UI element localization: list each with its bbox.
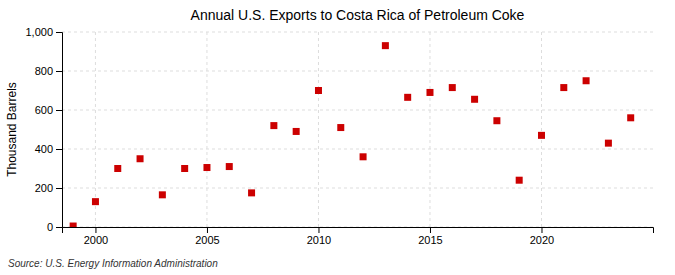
point xyxy=(360,153,367,160)
y-axis-tick: 400 xyxy=(35,143,62,155)
x-axis-tick-mark xyxy=(541,227,542,233)
x-axis-line xyxy=(63,228,654,234)
y-axis-tick-label: 0 xyxy=(47,221,53,233)
point xyxy=(137,155,144,162)
x-axis-tick: 2020 xyxy=(530,227,554,246)
grid-line xyxy=(95,32,96,227)
point xyxy=(248,189,255,196)
grid xyxy=(62,32,653,227)
plot: 2000 2005 2010 2015 2020 0 200 400 600 800 1,000 xyxy=(25,26,653,246)
point xyxy=(449,84,456,91)
y-axis-tick-label: 600 xyxy=(35,104,53,116)
y-axis-tick-label: 200 xyxy=(35,182,53,194)
source: Source: U.S. Energy Information Administ… xyxy=(8,258,218,269)
grid-line xyxy=(541,32,542,227)
y-axis-line xyxy=(56,33,63,228)
point xyxy=(114,165,121,172)
y-axis-tick-mark xyxy=(56,149,62,150)
y-axis-tick: 800 xyxy=(35,65,62,77)
y-axis-title: Thousand Barrels xyxy=(5,82,19,177)
x-axis-tick-label: 2015 xyxy=(418,234,442,246)
x-axis-tick-mark xyxy=(95,227,96,233)
point xyxy=(493,117,500,124)
point xyxy=(382,42,389,49)
point xyxy=(270,122,277,129)
x-axis-tick-label: 2020 xyxy=(530,234,554,246)
point xyxy=(337,124,344,131)
point xyxy=(181,165,188,172)
x-axis-tick-mark xyxy=(318,227,319,233)
title: Annual U.S. Exports to Costa Rica of Pet… xyxy=(191,7,525,23)
y-axis-tick-mark xyxy=(56,32,62,33)
grid-line xyxy=(62,149,653,150)
point xyxy=(70,223,77,227)
x-axis-tick: 2010 xyxy=(307,227,331,246)
x-axis-tick-mark xyxy=(207,227,208,233)
y-axis-tick-label: 1,000 xyxy=(25,26,53,38)
point xyxy=(471,96,478,103)
x-axis-tick-mark xyxy=(430,227,431,233)
x-axis-tick: 2005 xyxy=(195,227,219,246)
point xyxy=(226,163,233,170)
x-axis-tick-label: 2005 xyxy=(195,234,219,246)
y-axis: 0 200 400 600 800 1,000 xyxy=(25,26,62,233)
x-axis-tick-label: 2010 xyxy=(307,234,331,246)
grid-line xyxy=(318,32,319,227)
grid-line xyxy=(62,32,653,33)
point xyxy=(605,140,612,147)
y-axis-tick: 600 xyxy=(35,104,62,116)
point xyxy=(426,89,433,96)
y-axis-tick-mark xyxy=(56,227,62,228)
point xyxy=(560,84,567,91)
y-axis-tick: 200 xyxy=(35,182,62,194)
y-axis-tick: 0 xyxy=(47,221,62,233)
point xyxy=(293,128,300,135)
y-axis-tick-mark xyxy=(56,110,62,111)
y-axis-tick-mark xyxy=(56,188,62,189)
x-axis-tick: 2000 xyxy=(84,227,108,246)
point xyxy=(92,198,99,205)
x-axis-tick: 2015 xyxy=(418,227,442,246)
point xyxy=(404,94,411,101)
x-axis: 2000 2005 2010 2015 2020 xyxy=(63,227,654,246)
point xyxy=(203,164,210,171)
x-axis-tick-label: 2000 xyxy=(84,234,108,246)
points xyxy=(70,42,635,227)
point xyxy=(538,132,545,139)
point xyxy=(516,177,523,184)
point xyxy=(627,114,634,121)
chart: 2000 2005 2010 2015 2020 0 200 400 600 800 1,000 An… xyxy=(0,0,675,275)
point xyxy=(315,87,322,94)
point xyxy=(159,191,166,198)
y-axis-tick: 1,000 xyxy=(25,26,62,38)
point xyxy=(583,77,590,84)
y-axis-tick-label: 400 xyxy=(35,143,53,155)
grid-line xyxy=(429,32,430,227)
grid-line xyxy=(62,71,653,72)
y-axis-tick-mark xyxy=(56,71,62,72)
y-axis-tick-label: 800 xyxy=(35,65,53,77)
grid-line xyxy=(62,188,653,189)
grid-line xyxy=(206,32,207,227)
grid-line xyxy=(62,110,653,111)
